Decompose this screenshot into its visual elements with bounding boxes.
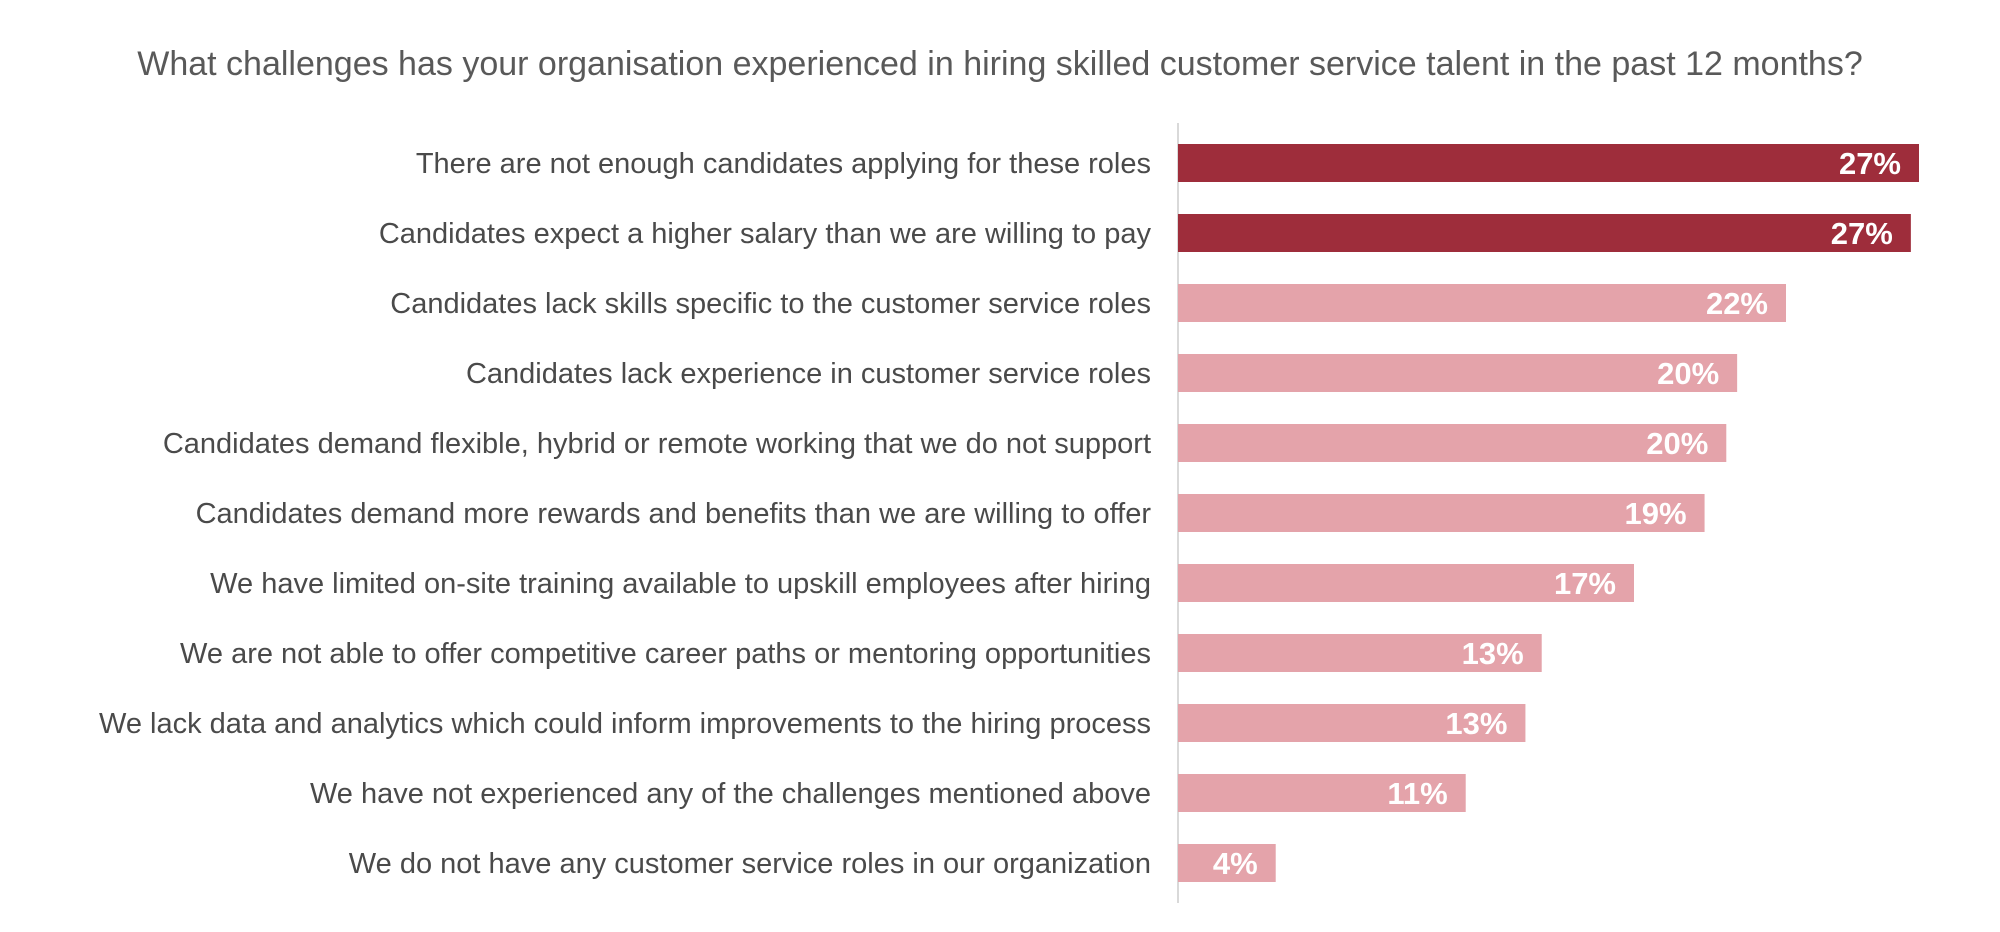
bar-value-label: 20% [1657,356,1719,391]
category-label: Candidates expect a higher salary than w… [379,218,1152,250]
bar-value-label: 22% [1706,286,1768,321]
bar-value-label: 11% [1387,776,1447,811]
category-label: There are not enough candidates applying… [416,148,1151,180]
bar [1178,704,1526,742]
bar-value-label: 13% [1445,706,1507,741]
bar [1178,354,1738,392]
category-label: We lack data and analytics which could i… [99,708,1151,740]
bar-value-label: 19% [1625,496,1687,531]
bar-value-label: 27% [1839,146,1901,181]
bar-value-label: 13% [1462,636,1524,671]
bar-value-label: 4% [1213,846,1258,881]
bar-value-label: 27% [1831,216,1893,251]
bar-value-label: 20% [1646,426,1708,461]
bar [1178,844,1276,882]
category-label: We have limited on-site training availab… [210,568,1151,600]
category-label: Candidates demand more rewards and benef… [196,498,1152,530]
category-label: Candidates lack experience in customer s… [466,358,1151,390]
bar [1178,424,1727,462]
category-labels-layer: There are not enough candidates applying… [99,148,1152,880]
category-label: We do not have any customer service role… [349,848,1151,880]
category-label: We are not able to offer competitive car… [180,638,1151,670]
bar-value-label: 17% [1554,566,1616,601]
category-label: Candidates lack skills specific to the c… [390,288,1151,320]
bar [1178,494,1705,532]
bar [1178,634,1542,672]
bar [1178,564,1634,602]
bar [1178,284,1786,322]
category-label: Candidates demand flexible, hybrid or re… [163,428,1151,460]
bar [1178,144,1919,182]
chart-title: What challenges has your organisation ex… [137,45,1863,83]
bars-layer: 27% 27% 22% 20% 20% 19% 17% 13% 13% 11% 4% [1178,144,1919,882]
bar [1178,774,1466,812]
category-label: We have not experienced any of the chall… [310,778,1151,810]
bar [1178,214,1911,252]
